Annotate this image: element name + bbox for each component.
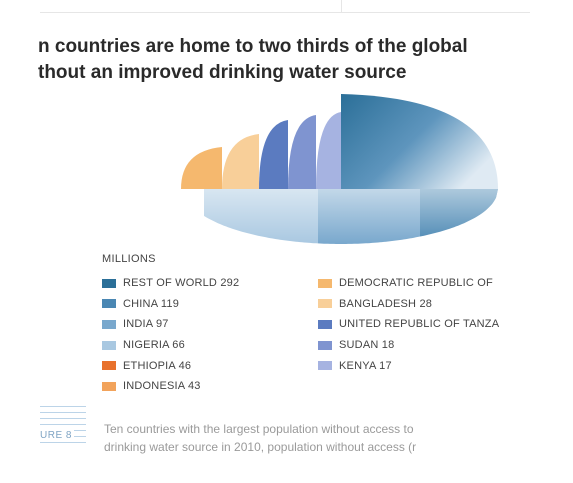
- pie-slice-drc: [181, 147, 222, 189]
- figure-caption: Ten countries with the largest populatio…: [104, 420, 530, 456]
- legend-swatch: [102, 361, 116, 371]
- legend-swatch: [102, 299, 116, 309]
- legend-label: INDONESIA 43: [123, 380, 201, 393]
- legend-label: REST OF WORLD 292: [123, 277, 240, 290]
- chart-title-line-2: thout an improved drinking water source: [38, 62, 407, 83]
- pie-slice-sudan: [288, 115, 316, 189]
- pie-slice-bangladesh: [222, 134, 259, 189]
- figure-label: URE 8: [40, 430, 74, 441]
- legend-item-ethiopia: ETHIOPIA 46: [102, 355, 239, 376]
- legend-label: KENYA 17: [339, 359, 392, 372]
- legend-swatch: [102, 319, 116, 329]
- legend-item-kenya: KENYA 17: [318, 355, 530, 376]
- pie-slice-kenya: [316, 112, 341, 189]
- legend-item-nigeria: NIGERIA 66: [102, 335, 239, 356]
- legend-label: BANGLADESH 28: [339, 297, 433, 310]
- legend-label: INDIA 97: [123, 318, 169, 331]
- legend-swatch: [102, 340, 116, 350]
- top-tick: [341, 0, 342, 12]
- legend-column-right: DEMOCRATIC REPUBLIC OF BANGLADESH 28 UNI…: [318, 273, 530, 376]
- pie-lower-highlight: [204, 189, 498, 244]
- legend-swatch: [318, 278, 332, 288]
- pie-slice-tanzania: [259, 120, 288, 189]
- pie-slice-rest-of-world: [341, 94, 498, 189]
- caption-line-2: drinking water source in 2010, populatio…: [104, 440, 417, 454]
- legend-label: SUDAN 18: [339, 339, 395, 352]
- legend-item-indonesia: INDONESIA 43: [102, 376, 239, 397]
- top-rule: [40, 12, 530, 13]
- legend-heading: MILLIONS: [102, 253, 156, 265]
- legend-item-bangladesh: BANGLADESH 28: [318, 294, 530, 315]
- legend-swatch: [318, 319, 332, 329]
- legend-item-china: CHINA 119: [102, 294, 239, 315]
- legend-item-tanzania: UNITED REPUBLIC OF TANZA: [318, 314, 530, 335]
- legend-item-india: INDIA 97: [102, 314, 239, 335]
- figure-rules: [40, 406, 86, 450]
- legend-label: DEMOCRATIC REPUBLIC OF: [339, 277, 493, 290]
- caption-line-1: Ten countries with the largest populatio…: [104, 422, 414, 436]
- legend-label: CHINA 119: [123, 297, 180, 310]
- legend-swatch: [318, 299, 332, 309]
- legend-label: ETHIOPIA 46: [123, 359, 192, 372]
- legend-swatch: [102, 278, 116, 288]
- legend-column-left: REST OF WORLD 292 CHINA 119 INDIA 97 NIG…: [102, 273, 239, 397]
- legend-swatch: [318, 340, 332, 350]
- legend-swatch: [102, 381, 116, 391]
- legend-item-drc: DEMOCRATIC REPUBLIC OF: [318, 273, 530, 294]
- legend-item-rest-of-world: REST OF WORLD 292: [102, 273, 239, 294]
- chart-title-line-1: n countries are home to two thirds of th…: [38, 36, 468, 57]
- legend-item-sudan: SUDAN 18: [318, 335, 530, 356]
- legend-label: UNITED REPUBLIC OF TANZA: [339, 318, 500, 331]
- legend-swatch: [318, 361, 332, 371]
- chart-title: n countries are home to two thirds of th…: [38, 34, 538, 86]
- legend-label: NIGERIA 66: [123, 339, 185, 352]
